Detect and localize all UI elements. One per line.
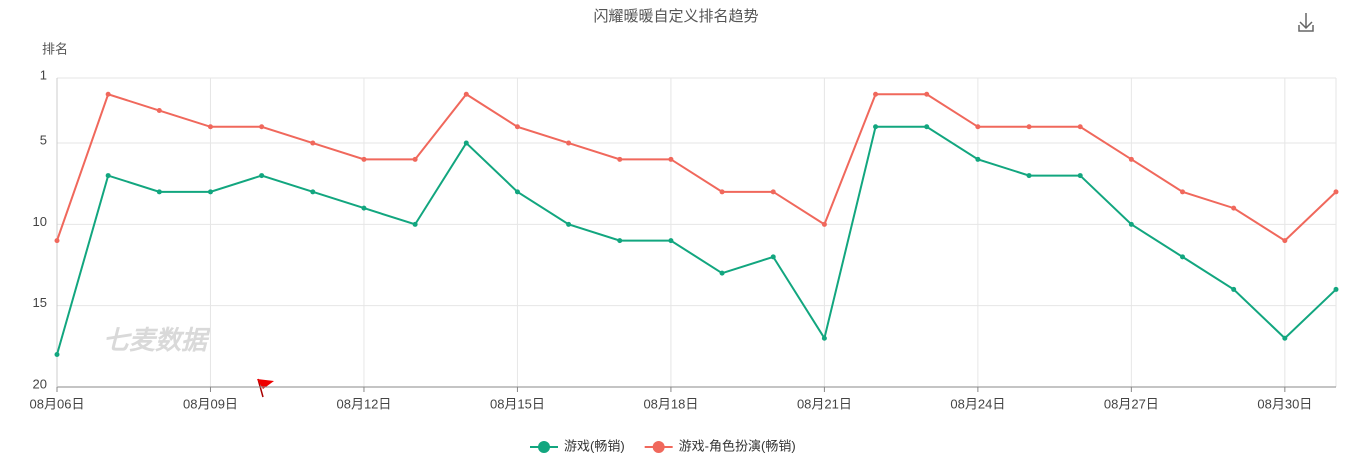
- legend-marker: [652, 441, 665, 453]
- data-point: [1026, 124, 1032, 130]
- y-axis-label: 排名: [42, 41, 68, 56]
- data-point: [975, 156, 981, 162]
- legend-marker: [538, 441, 550, 453]
- data-point: [1333, 286, 1339, 292]
- data-point: [924, 124, 930, 130]
- data-point: [105, 173, 111, 179]
- data-point: [1180, 189, 1186, 195]
- x-tick-label: 08月12日: [336, 396, 391, 411]
- y-tick-label: 20: [33, 376, 47, 391]
- data-point: [514, 124, 520, 130]
- data-point: [463, 140, 469, 146]
- legend-label: 游戏(畅销): [564, 438, 625, 453]
- data-point: [770, 189, 776, 195]
- series-line: [56, 125, 1337, 355]
- data-point: [259, 173, 265, 179]
- y-tick-label: 15: [33, 295, 47, 310]
- data-point: [412, 156, 418, 162]
- x-tick-label: 08月09日: [183, 396, 238, 411]
- data-point: [668, 156, 674, 162]
- data-point: [156, 189, 162, 195]
- legend-item[interactable]: 游戏-角色扮演(畅销): [644, 438, 796, 453]
- data-point: [310, 140, 316, 146]
- data-point: [975, 124, 981, 130]
- data-point: [361, 205, 367, 211]
- data-point: [207, 189, 213, 195]
- data-point: [54, 238, 60, 244]
- data-point: [873, 124, 879, 130]
- data-point: [310, 189, 316, 195]
- data-point: [1180, 254, 1186, 260]
- chart-title: 闪耀暖暖自定义排名趋势: [593, 8, 758, 25]
- data-point: [207, 124, 213, 130]
- download-button[interactable]: [1298, 13, 1314, 32]
- data-point: [514, 189, 520, 195]
- y-tick-label: 10: [33, 214, 47, 229]
- data-point: [1282, 238, 1288, 244]
- data-point: [668, 238, 674, 244]
- data-point: [105, 91, 111, 97]
- x-tick-label: 08月24日: [950, 396, 1005, 411]
- data-point: [821, 335, 827, 341]
- x-tick-label: 08月15日: [490, 396, 545, 411]
- data-point: [412, 221, 418, 227]
- flag-icon: [257, 378, 274, 398]
- data-point: [770, 254, 776, 260]
- data-point: [361, 156, 367, 162]
- y-tick-label: 1: [40, 67, 47, 82]
- series-line: [56, 92, 1337, 242]
- x-tick-label: 08月30日: [1257, 396, 1312, 411]
- data-point: [821, 221, 827, 227]
- x-tick-label: 08月18日: [643, 396, 698, 411]
- data-point: [873, 91, 879, 97]
- data-point: [617, 238, 623, 244]
- legend-label: 游戏-角色扮演(畅销): [679, 438, 796, 453]
- legend-item[interactable]: 游戏(畅销): [530, 438, 625, 453]
- data-point: [1231, 205, 1237, 211]
- data-point: [1026, 173, 1032, 179]
- data-point: [54, 351, 60, 357]
- data-point: [463, 91, 469, 97]
- data-point: [1128, 156, 1134, 162]
- data-point: [1333, 189, 1339, 195]
- data-point: [259, 124, 265, 130]
- x-tick-label: 08月21日: [797, 396, 852, 411]
- data-point: [1231, 286, 1237, 292]
- data-point: [1077, 124, 1083, 130]
- data-point: [1077, 173, 1083, 179]
- watermark: 七麦数据: [103, 325, 211, 355]
- x-tick-label: 08月06日: [30, 396, 85, 411]
- data-point: [719, 270, 725, 276]
- data-point: [924, 91, 930, 97]
- x-tick-label: 08月27日: [1104, 396, 1159, 411]
- data-point: [566, 221, 572, 227]
- data-point: [1282, 335, 1288, 341]
- data-point: [156, 108, 162, 114]
- data-point: [566, 140, 572, 146]
- data-point: [719, 189, 725, 195]
- y-tick-label: 5: [40, 132, 47, 147]
- data-point: [1128, 221, 1134, 227]
- data-point: [617, 156, 623, 162]
